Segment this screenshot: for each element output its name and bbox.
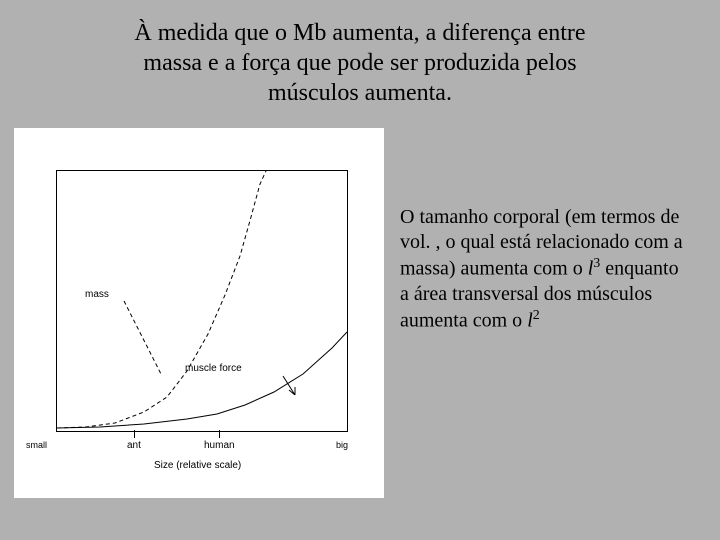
tick-human: human [204, 440, 235, 451]
body-text: O tamanho corporal (em termos de vol. , … [400, 205, 686, 333]
slide: À medida que o Mb aumenta, a diferença e… [0, 0, 720, 540]
pointer-mass [124, 301, 161, 374]
xlabel-left: small [26, 440, 47, 450]
title-line-1: À medida que o Mb aumenta, a diferença e… [134, 20, 585, 46]
label-mass: mass [85, 289, 109, 300]
tick-mark-human [219, 430, 220, 438]
plot-box: mass muscle force [56, 170, 348, 432]
body-exp2-pow: 2 [533, 308, 540, 323]
title-line-2: massa e a força que pode ser produzida p… [143, 50, 576, 76]
title-line-3: músculos aumenta. [268, 80, 452, 106]
slide-title: À medida que o Mb aumenta, a diferença e… [60, 18, 660, 108]
tick-mark-ant [134, 430, 135, 438]
figure: mass muscle force ant human small big Si… [14, 128, 384, 498]
xaxis-title: Size (relative scale) [154, 460, 241, 471]
tick-ant: ant [127, 440, 141, 451]
label-muscle-force: muscle force [185, 363, 242, 374]
xlabel-right: big [336, 440, 348, 450]
plot-svg [57, 171, 347, 431]
series-muscle-force [57, 332, 347, 428]
